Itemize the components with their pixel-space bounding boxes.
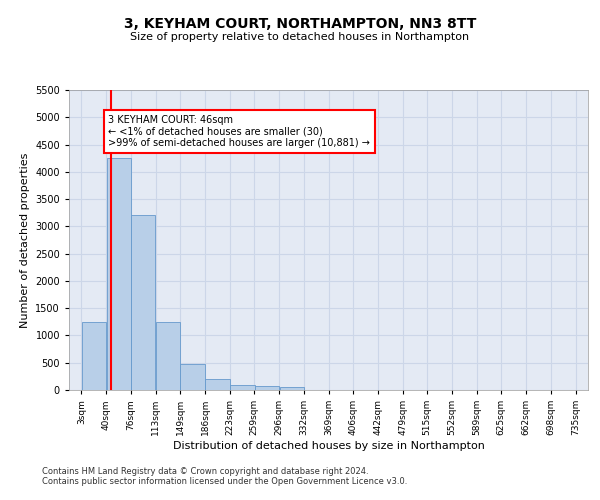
Text: 3 KEYHAM COURT: 46sqm
← <1% of detached houses are smaller (30)
>99% of semi-det: 3 KEYHAM COURT: 46sqm ← <1% of detached …	[109, 114, 370, 148]
Text: 3, KEYHAM COURT, NORTHAMPTON, NN3 8TT: 3, KEYHAM COURT, NORTHAMPTON, NN3 8TT	[124, 18, 476, 32]
Bar	[205, 379, 230, 390]
Text: Contains HM Land Registry data © Crown copyright and database right 2024.: Contains HM Land Registry data © Crown c…	[42, 467, 368, 476]
Bar	[280, 388, 304, 390]
X-axis label: Distribution of detached houses by size in Northampton: Distribution of detached houses by size …	[173, 441, 484, 451]
Y-axis label: Number of detached properties: Number of detached properties	[20, 152, 29, 328]
Text: Size of property relative to detached houses in Northampton: Size of property relative to detached ho…	[130, 32, 470, 42]
Bar	[230, 385, 254, 390]
Bar	[107, 158, 131, 390]
Bar	[156, 322, 181, 390]
Bar	[131, 216, 155, 390]
Bar	[254, 386, 279, 390]
Bar	[180, 364, 205, 390]
Bar	[82, 322, 106, 390]
Text: Contains public sector information licensed under the Open Government Licence v3: Contains public sector information licen…	[42, 477, 407, 486]
